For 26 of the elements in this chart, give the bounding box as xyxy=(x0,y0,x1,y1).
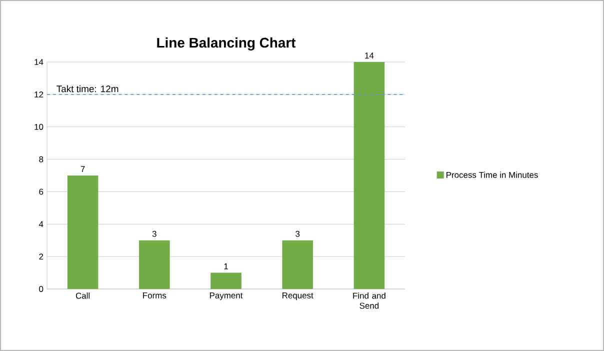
y-tick-label: 4 xyxy=(38,221,44,228)
y-tick-label: 0 xyxy=(39,286,44,292)
x-tick-label: Payment xyxy=(210,292,243,300)
y-tick-label: 2 xyxy=(39,254,44,260)
bar xyxy=(139,240,170,289)
bar xyxy=(354,62,385,289)
bar xyxy=(282,240,313,289)
y-tick-label: 6 xyxy=(39,188,44,195)
data-label: 3 xyxy=(152,230,156,237)
data-label: 3 xyxy=(296,230,300,237)
x-tick-label: Find and Send xyxy=(353,292,386,309)
bar xyxy=(67,175,98,289)
y-tick-label: 8 xyxy=(39,156,44,162)
y-tick-label: 12 xyxy=(34,91,44,98)
chart-title: Line Balancing Chart xyxy=(157,37,296,50)
x-tick-label: Call xyxy=(76,292,90,299)
data-label: 7 xyxy=(80,166,85,172)
y-tick-label: 14 xyxy=(34,59,44,65)
ref-line-label: Takt time: 12m xyxy=(56,85,118,92)
bar xyxy=(210,272,242,289)
x-tick-label: Request xyxy=(282,292,314,300)
data-label: 1 xyxy=(224,263,228,270)
data-label: 14 xyxy=(365,52,374,58)
legend-label: Process Time in Minutes xyxy=(446,172,538,178)
y-tick-label: 10 xyxy=(34,124,44,130)
x-tick-label: Forms xyxy=(143,292,166,298)
